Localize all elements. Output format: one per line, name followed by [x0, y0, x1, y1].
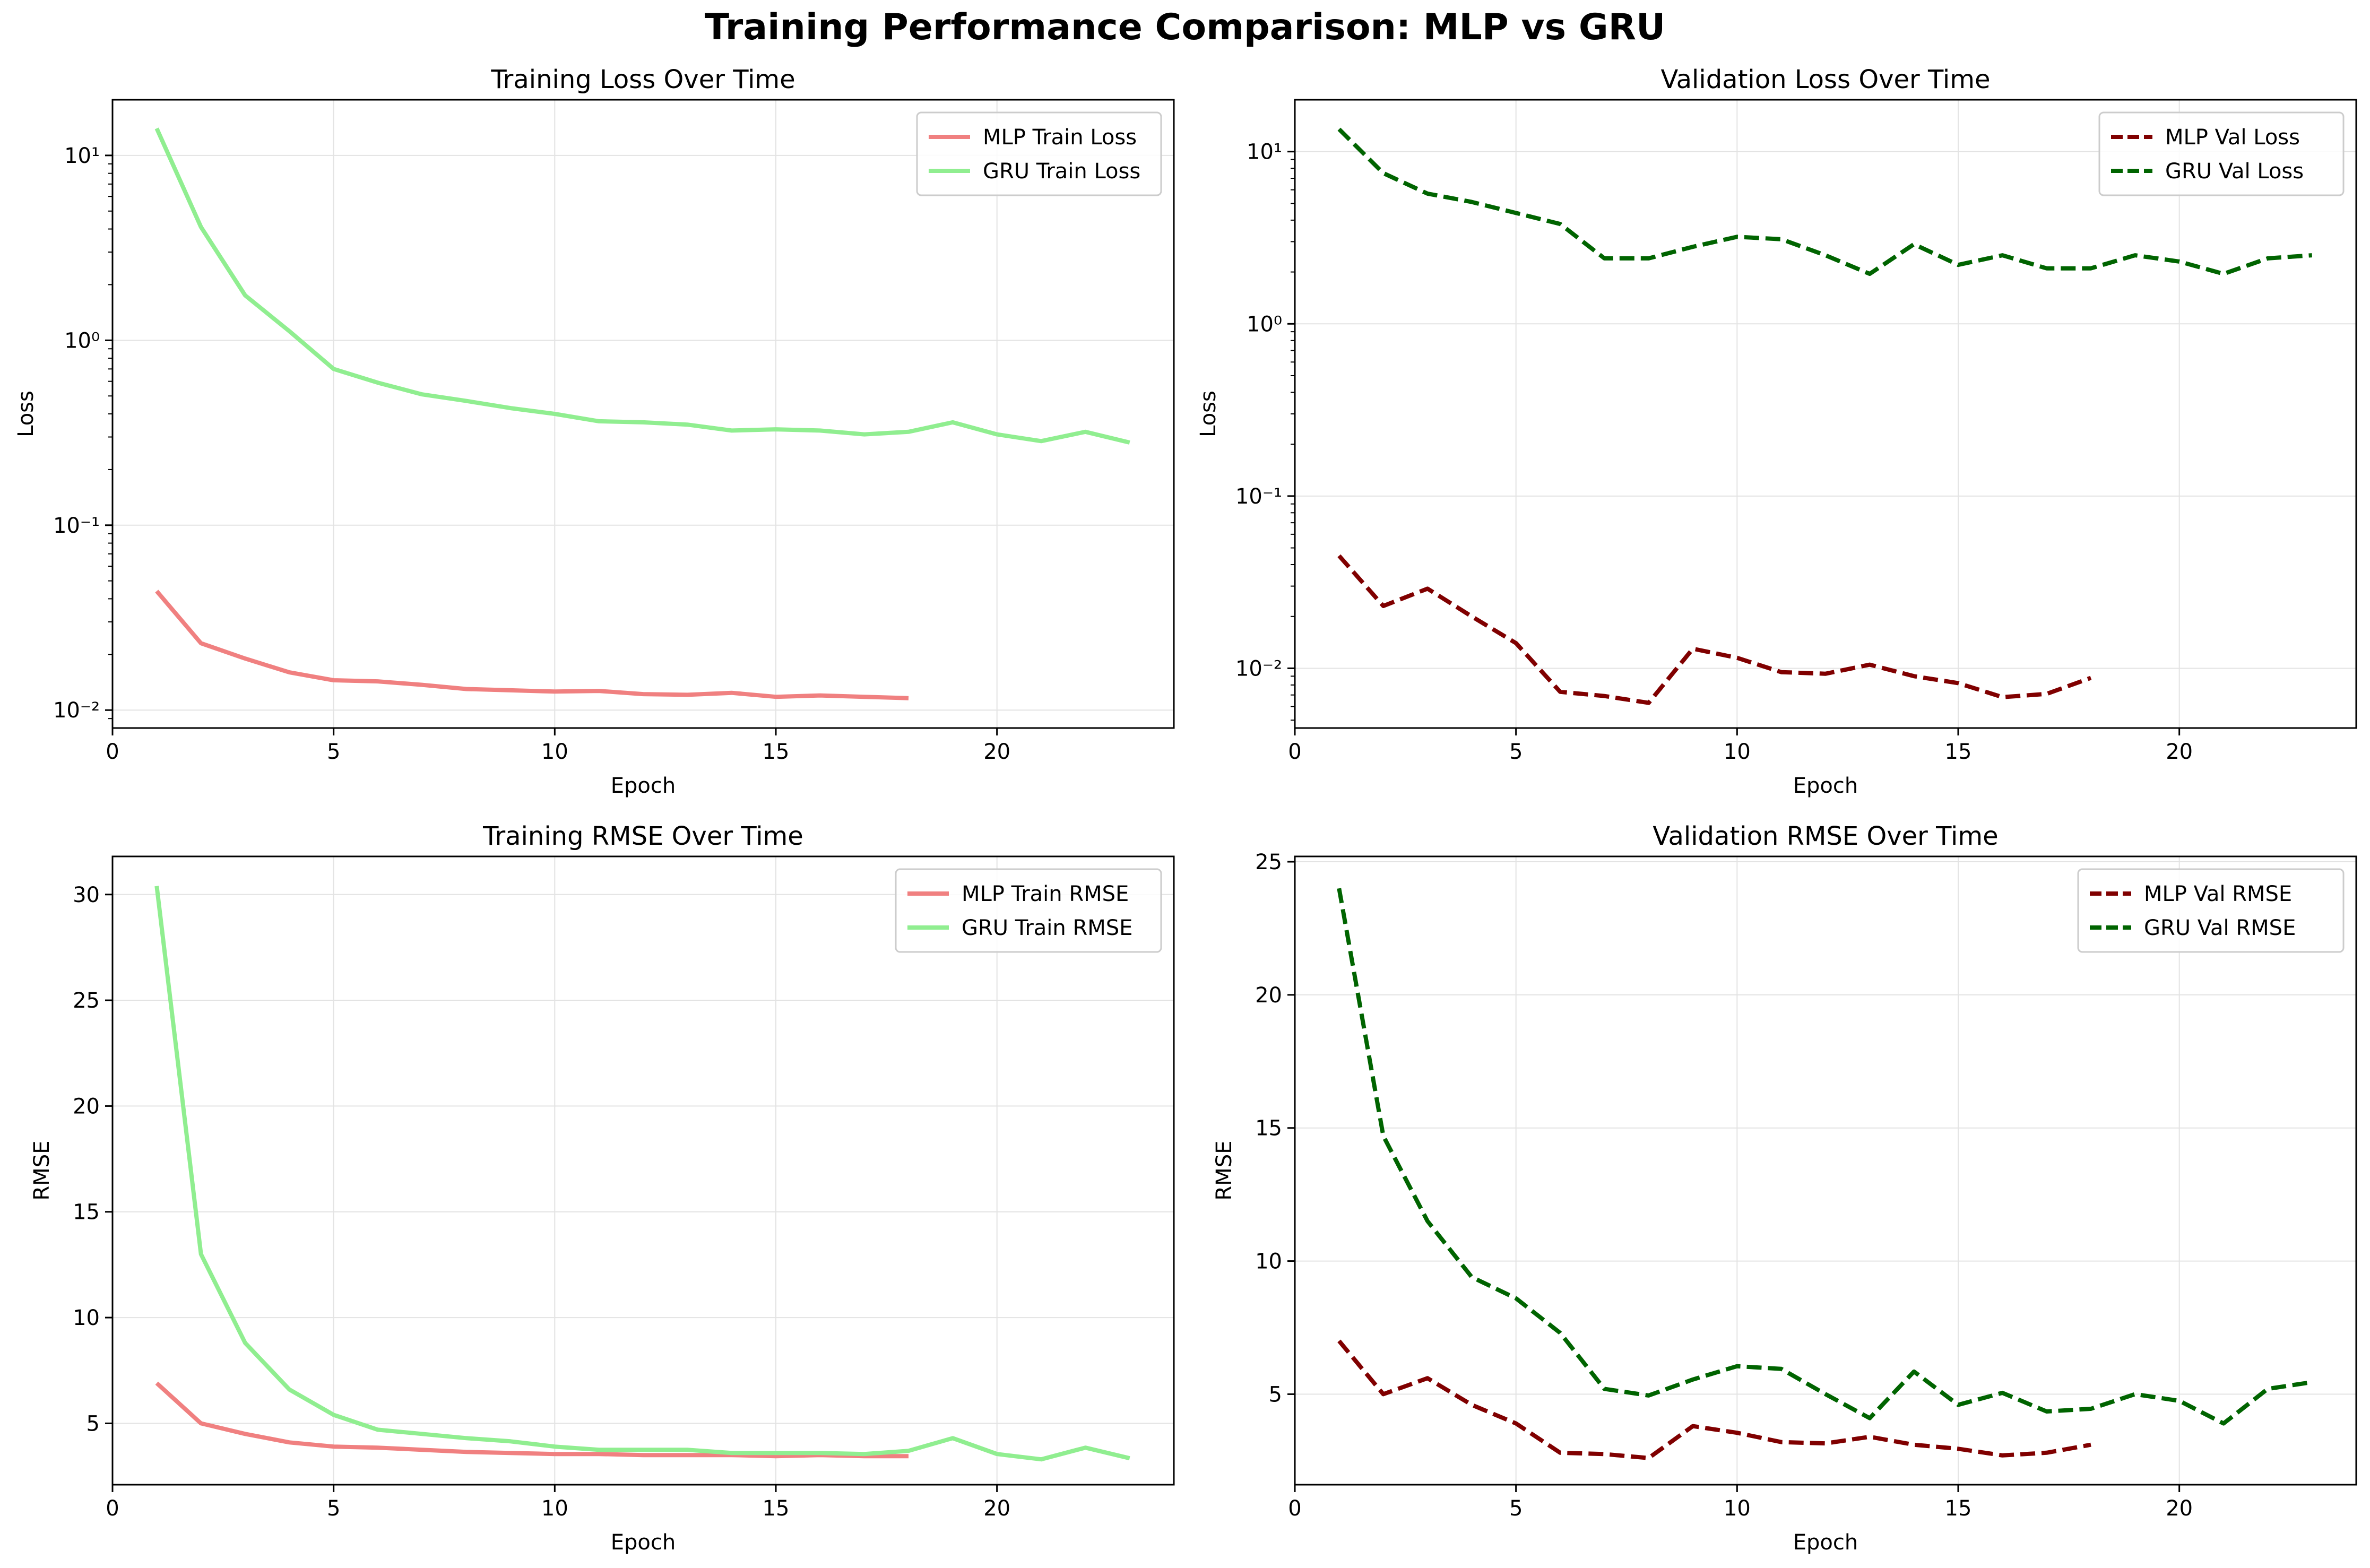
training-loss-ytick-label: 10⁻²	[53, 698, 100, 723]
validation-rmse-series-mlp-line	[1337, 1339, 2091, 1460]
validation-loss-series-mlp-line	[1337, 554, 2092, 705]
training-rmse-series-gru-line	[154, 886, 1130, 1462]
training-rmse-ytick-label: 10	[73, 1306, 100, 1330]
validation-rmse-ytick-label: 5	[1269, 1382, 1282, 1407]
training-rmse-ytick-label: 20	[73, 1094, 100, 1119]
validation-loss-ytick-label: 10¹	[1247, 140, 1282, 164]
validation-rmse-xtick-label: 0	[1288, 1496, 1301, 1521]
validation-loss-legend-box	[2098, 111, 2345, 196]
validation-loss-ytick-label: 10⁰	[1247, 312, 1282, 336]
training-loss-ytick-label: 10⁰	[64, 328, 100, 353]
training-loss-xtick-label: 5	[327, 740, 340, 764]
training-rmse-ytick-label: 15	[73, 1200, 100, 1225]
training-rmse-legend-label: GRU Train RMSE	[962, 916, 1132, 940]
training-loss-xtick-label: 15	[763, 740, 790, 764]
validation-loss-legend: MLP Val Loss GRU Val Loss	[2098, 111, 2345, 196]
training-loss-chart: 0 5 10 15 20 10⁻² 10⁻¹ 10⁰ 10¹ Training Loss Over…	[14, 65, 1175, 798]
training-loss-series-gru-line	[154, 127, 1130, 445]
validation-rmse-ytick-label: 25	[1255, 850, 1282, 874]
training-rmse-title: Training RMSE Over Time	[482, 821, 803, 851]
validation-loss-xtick-label: 5	[1509, 740, 1523, 764]
validation-rmse-legend-box	[2077, 868, 2345, 953]
training-rmse-xtick-label: 15	[763, 1496, 790, 1521]
training-loss-legend-label: GRU Train Loss	[983, 159, 1140, 184]
training-rmse-ylabel: RMSE	[30, 1141, 54, 1201]
training-loss-series-mlp-line	[155, 590, 909, 700]
validation-loss-xtick-label: 20	[2166, 740, 2193, 764]
validation-rmse-xtick-label: 10	[1724, 1496, 1751, 1521]
validation-rmse-legend: MLP Val RMSE GRU Val RMSE	[2077, 868, 2345, 953]
validation-loss-axes-frame	[1294, 99, 2357, 729]
validation-loss-legend-label: MLP Val Loss	[2165, 125, 2300, 150]
training-rmse-series-mlp-line	[155, 1381, 909, 1459]
validation-rmse-legend-label: MLP Val RMSE	[2144, 882, 2292, 906]
training-rmse-ytick-label: 30	[73, 883, 100, 907]
validation-rmse-ytick-label: 15	[1255, 1116, 1282, 1141]
validation-rmse-series-gru-line	[1337, 888, 2313, 1426]
training-rmse-ytick-label: 5	[87, 1411, 100, 1436]
training-loss-title: Training Loss Over Time	[490, 65, 795, 94]
training-rmse-ytick-label: 25	[73, 989, 100, 1013]
training-rmse-xlabel: Epoch	[611, 1530, 676, 1555]
validation-loss-xtick-label: 15	[1945, 740, 1972, 764]
training-loss-ytick-label: 10⁻¹	[53, 514, 100, 538]
validation-loss-xlabel: Epoch	[1793, 774, 1858, 798]
validation-rmse-ytick-label: 10	[1255, 1250, 1282, 1274]
validation-loss-chart: 0 5 10 15 20 10⁻² 10⁻¹ 10⁰ 10¹ Validation Loss Ov…	[1196, 65, 2357, 798]
validation-loss-ylabel: Loss	[1196, 391, 1221, 437]
validation-rmse-ylabel: RMSE	[1212, 1141, 1236, 1201]
training-loss-axes-frame	[111, 99, 1175, 729]
validation-loss-title: Validation Loss Over Time	[1661, 65, 1991, 94]
training-loss-xtick-label: 20	[983, 740, 1010, 764]
training-loss-xlabel: Epoch	[611, 774, 676, 798]
training-rmse-xtick-label: 5	[327, 1496, 340, 1521]
training-rmse-legend-label: MLP Train RMSE	[962, 882, 1129, 906]
training-loss-ylabel: Loss	[14, 391, 38, 437]
validation-loss-xtick-label: 10	[1724, 740, 1751, 764]
validation-loss-series-gru-line	[1337, 127, 2312, 276]
training-rmse-xtick-label: 10	[541, 1496, 568, 1521]
training-loss-legend-box	[916, 111, 1162, 196]
validation-rmse-ytick-label: 20	[1255, 983, 1282, 1008]
validation-loss-ytick-label: 10⁻¹	[1235, 484, 1282, 509]
validation-rmse-xtick-label: 20	[2166, 1496, 2193, 1521]
validation-loss-xtick-label: 0	[1288, 740, 1301, 764]
validation-rmse-axes-frame	[1294, 855, 2357, 1486]
training-rmse-axes-frame	[111, 855, 1175, 1486]
training-rmse-xtick-label: 0	[106, 1496, 119, 1521]
validation-rmse-xtick-label: 5	[1509, 1496, 1523, 1521]
validation-rmse-legend-label: GRU Val RMSE	[2144, 916, 2296, 940]
validation-rmse-chart: 0 5 10 15 20 5 10 15 20 25 Validation RMSE Over Ti…	[1212, 821, 2357, 1555]
validation-loss-ytick-label: 10⁻²	[1235, 656, 1282, 681]
training-loss-xtick-label: 10	[541, 740, 568, 764]
training-loss-ytick-label: 10¹	[64, 144, 100, 168]
training-rmse-chart: 0 5 10 15 20 5 10 15 20 25 30 Training RMSE Over Ti…	[30, 821, 1175, 1555]
validation-rmse-xlabel: Epoch	[1793, 1530, 1858, 1555]
figure-suptitle: Training Performance Comparison: MLP vs …	[704, 6, 1666, 48]
training-loss-xtick-label: 0	[106, 740, 119, 764]
training-rmse-legend-box	[895, 868, 1162, 953]
training-loss-legend-label: MLP Train Loss	[983, 125, 1137, 150]
validation-rmse-xtick-label: 15	[1945, 1496, 1972, 1521]
validation-loss-legend-label: GRU Val Loss	[2165, 159, 2304, 184]
training-rmse-xtick-label: 20	[983, 1496, 1010, 1521]
training-rmse-legend: MLP Train RMSE GRU Train RMSE	[895, 868, 1162, 953]
training-loss-legend: MLP Train Loss GRU Train Loss	[916, 111, 1162, 196]
validation-rmse-title: Validation RMSE Over Time	[1653, 821, 1998, 851]
